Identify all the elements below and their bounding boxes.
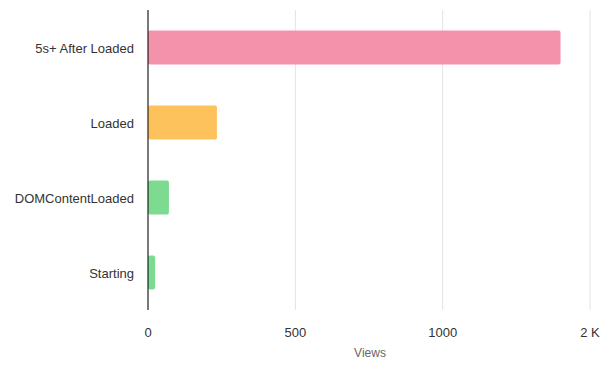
bars <box>148 31 561 290</box>
category-label: 5s+ After Loaded <box>35 41 134 56</box>
bar <box>148 106 217 140</box>
category-label: Starting <box>89 266 134 281</box>
tick-label: 0 <box>144 325 151 340</box>
chart: 0 500 1000 2 K 5s+ After Loaded Loaded DOMCont… <box>0 0 614 369</box>
tick-label: 1000 <box>428 325 457 340</box>
tick-label: 2 K <box>580 325 600 340</box>
grid-line <box>148 10 149 310</box>
bar <box>148 256 155 290</box>
axis-title: Views <box>354 346 386 360</box>
category-label: DOMContentLoaded <box>15 191 134 206</box>
x-axis-range <box>148 310 590 311</box>
bar <box>148 181 169 215</box>
tick-label: 500 <box>284 325 306 340</box>
grid-line <box>590 10 591 310</box>
axis-line <box>148 10 149 310</box>
category-label: Loaded <box>91 116 134 131</box>
bar <box>148 31 561 65</box>
